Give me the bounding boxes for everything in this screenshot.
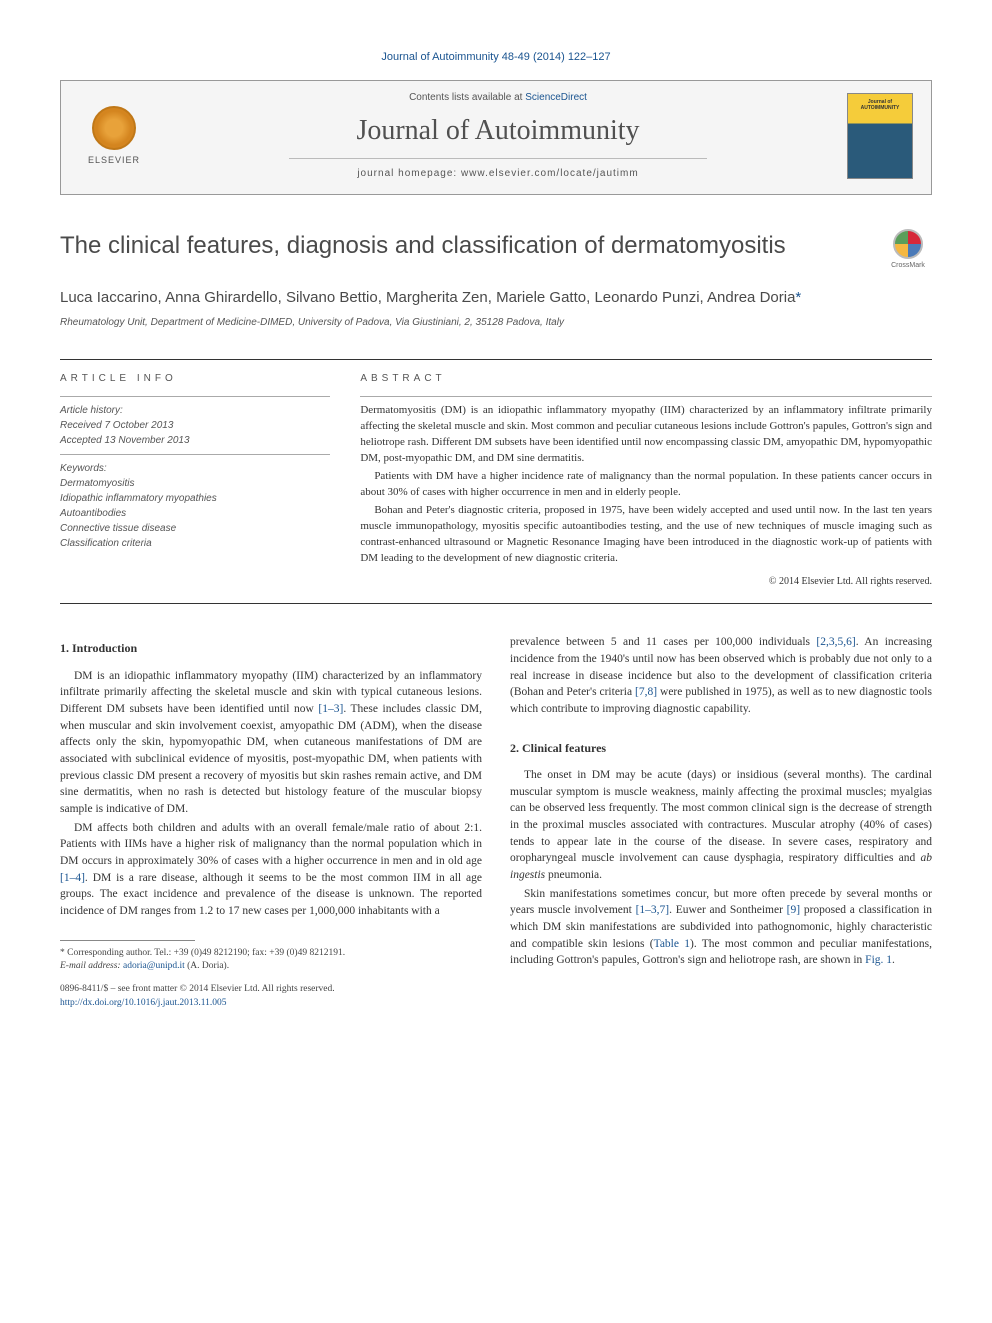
authors-line: Luca Iaccarino, Anna Ghirardello, Silvan… [60, 287, 932, 309]
corresponding-author-note: * Corresponding author. Tel.: +39 (0)49 … [60, 947, 482, 960]
keyword: Dermatomyositis [60, 476, 330, 491]
homepage-prefix: journal homepage: [357, 168, 461, 179]
elsevier-wordmark: ELSEVIER [88, 154, 140, 167]
article-history: Article history: Received 7 October 2013… [60, 403, 330, 448]
history-label: Article history: [60, 403, 330, 418]
abstract-p2: Patients with DM have a higher incidence… [360, 469, 932, 501]
abstract-heading: ABSTRACT [360, 372, 932, 387]
section-heading-intro: 1. Introduction [60, 640, 482, 657]
keyword: Idiopathic inflammatory myopathies [60, 491, 330, 506]
text: . [892, 954, 895, 966]
doi-link[interactable]: http://dx.doi.org/10.1016/j.jaut.2013.11… [60, 998, 227, 1008]
body-column-right: prevalence between 5 and 11 cases per 10… [510, 634, 932, 1011]
corresponding-mark: * [795, 289, 801, 306]
accepted-date: Accepted 13 November 2013 [60, 433, 330, 448]
body-column-left: 1. Introduction DM is an idiopathic infl… [60, 634, 482, 1011]
abstract-rule [360, 396, 932, 397]
authors-text: Luca Iaccarino, Anna Ghirardello, Silvan… [60, 289, 795, 306]
abstract-p3: Bohan and Peter's diagnostic criteria, p… [360, 503, 932, 567]
abstract-column: ABSTRACT Dermatomyositis (DM) is an idio… [360, 372, 932, 589]
journal-name: Journal of Autoimmunity [289, 111, 708, 159]
citation[interactable]: [2,3,5,6] [816, 636, 855, 648]
crossmark-icon [893, 229, 923, 259]
table-ref[interactable]: Table 1 [654, 938, 690, 950]
clinical-paragraph-2: Skin manifestations sometimes concur, bu… [510, 886, 932, 969]
citation[interactable]: [9] [787, 904, 800, 916]
text: pneumonia. [545, 869, 602, 881]
page-footer: 0896-8411/$ – see front matter © 2014 El… [60, 983, 482, 1011]
journal-cover-thumbnail[interactable]: Journal of AUTOIMMUNITY [847, 93, 913, 179]
abstract-text: Dermatomyositis (DM) is an idiopathic in… [360, 403, 932, 566]
header-center: Contents lists available at ScienceDirec… [149, 91, 847, 182]
info-rule [60, 454, 330, 455]
crossmark-badge[interactable]: CrossMark [884, 229, 932, 277]
keyword: Connective tissue disease [60, 521, 330, 536]
cover-title-text: Journal of AUTOIMMUNITY [848, 100, 912, 111]
sciencedirect-link[interactable]: ScienceDirect [525, 92, 587, 103]
email-name: (A. Doria). [185, 961, 229, 971]
journal-header: ELSEVIER Contents lists available at Sci… [60, 80, 932, 195]
crossmark-label: CrossMark [891, 261, 925, 271]
section-heading-clinical: 2. Clinical features [510, 740, 932, 757]
keywords-label: Keywords: [60, 461, 330, 476]
contents-list-line: Contents lists available at ScienceDirec… [149, 91, 847, 106]
info-rule [60, 396, 330, 397]
text: The onset in DM may be acute (days) or i… [510, 769, 932, 864]
abstract-p1: Dermatomyositis (DM) is an idiopathic in… [360, 403, 932, 467]
citation[interactable]: [7,8] [635, 686, 657, 698]
received-date: Received 7 October 2013 [60, 418, 330, 433]
email-label: E-mail address: [60, 961, 123, 971]
title-row: The clinical features, diagnosis and cla… [60, 229, 932, 277]
keywords-block: Keywords: Dermatomyositis Idiopathic inf… [60, 461, 330, 551]
article-title: The clinical features, diagnosis and cla… [60, 229, 884, 264]
elsevier-logo[interactable]: ELSEVIER [79, 96, 149, 176]
text: DM affects both children and adults with… [60, 822, 482, 867]
figure-ref[interactable]: Fig. 1 [865, 954, 892, 966]
homepage-url[interactable]: www.elsevier.com/locate/jautimm [461, 168, 639, 179]
text: . Euwer and Sontheimer [669, 904, 787, 916]
body-columns: 1. Introduction DM is an idiopathic infl… [60, 634, 932, 1011]
text: . DM is a rare disease, although it seem… [60, 872, 482, 917]
keyword: Classification criteria [60, 536, 330, 551]
abstract-copyright: © 2014 Elsevier Ltd. All rights reserved… [360, 575, 932, 590]
keyword: Autoantibodies [60, 506, 330, 521]
text: prevalence between 5 and 11 cases per 10… [510, 636, 816, 648]
journal-reference: Journal of Autoimmunity 48-49 (2014) 122… [60, 50, 932, 66]
email-line: E-mail address: adoria@unipd.it (A. Dori… [60, 960, 482, 973]
issn-line: 0896-8411/$ – see front matter © 2014 El… [60, 983, 482, 997]
article-info-heading: ARTICLE INFO [60, 372, 330, 387]
journal-homepage-line: journal homepage: www.elsevier.com/locat… [149, 167, 847, 182]
intro-paragraph-3: prevalence between 5 and 11 cases per 10… [510, 634, 932, 717]
elsevier-tree-icon [92, 106, 136, 150]
intro-paragraph-1: DM is an idiopathic inflammatory myopath… [60, 668, 482, 818]
intro-paragraph-2: DM affects both children and adults with… [60, 820, 482, 920]
contents-prefix: Contents lists available at [409, 92, 525, 103]
affiliation: Rheumatology Unit, Department of Medicin… [60, 316, 932, 331]
footnote-separator [60, 940, 195, 941]
info-abstract-block: ARTICLE INFO Article history: Received 7… [60, 359, 932, 604]
citation[interactable]: [1–3,7] [636, 904, 670, 916]
clinical-paragraph-1: The onset in DM may be acute (days) or i… [510, 767, 932, 884]
email-link[interactable]: adoria@unipd.it [123, 961, 185, 971]
article-info-column: ARTICLE INFO Article history: Received 7… [60, 372, 330, 589]
citation[interactable]: [1–3] [318, 703, 343, 715]
citation[interactable]: [1–4] [60, 872, 85, 884]
footnotes: * Corresponding author. Tel.: +39 (0)49 … [60, 947, 482, 974]
text: . These includes classic DM, when muscul… [60, 703, 482, 815]
